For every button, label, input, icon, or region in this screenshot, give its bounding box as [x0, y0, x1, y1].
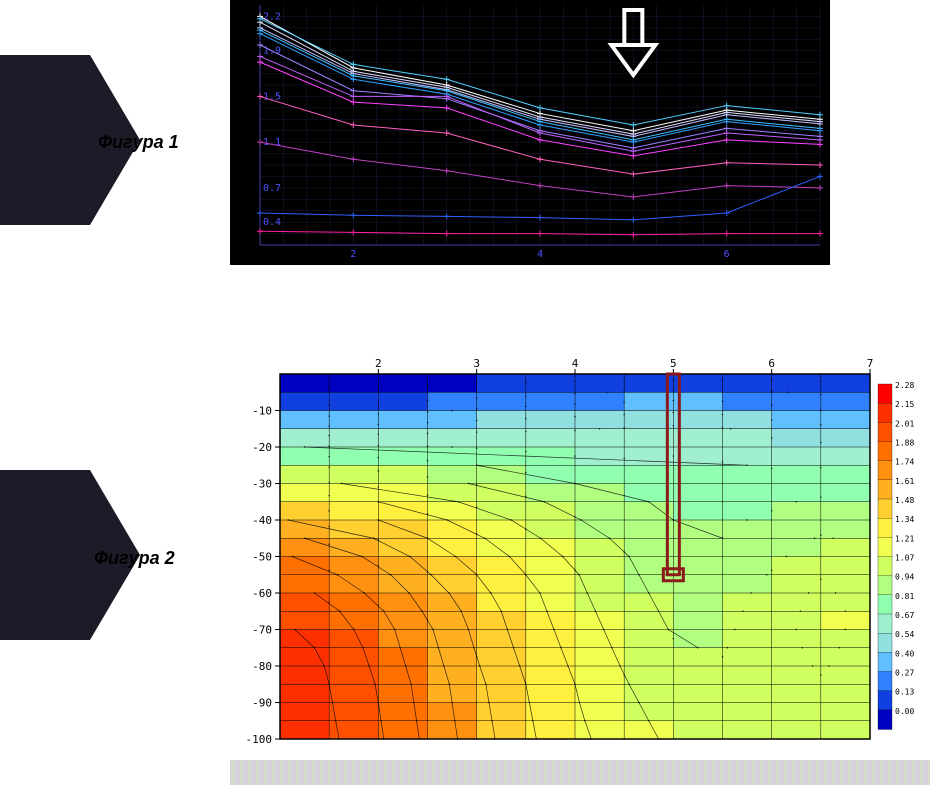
svg-text:-40: -40 [252, 514, 272, 527]
svg-text:2: 2 [375, 357, 382, 370]
svg-text:6: 6 [724, 249, 730, 260]
svg-text:-90: -90 [252, 697, 272, 710]
svg-text:5: 5 [670, 357, 677, 370]
svg-text:0.94: 0.94 [895, 573, 914, 582]
svg-text:1.1: 1.1 [263, 137, 281, 148]
svg-text:-100: -100 [246, 733, 273, 746]
svg-text:0.67: 0.67 [895, 611, 914, 620]
svg-text:0.27: 0.27 [895, 669, 914, 678]
noise-strip [230, 760, 930, 785]
svg-text:0.4: 0.4 [263, 217, 281, 228]
svg-text:2.15: 2.15 [895, 400, 914, 409]
svg-text:0.40: 0.40 [895, 649, 914, 658]
contour-heatmap: 2 3 4 5 6 7 -10 -20 -30 -40 -50 -60 -70 -80 -90 -100 2.2… [230, 354, 930, 749]
svg-text:4: 4 [572, 357, 579, 370]
contour-svg: 2 3 4 5 6 7 -10 -20 -30 -40 -50 -60 -70 -80 -90 -100 2.2… [230, 354, 930, 749]
svg-text:1.88: 1.88 [895, 439, 914, 448]
figure2-label: Фигура 2 [94, 548, 175, 569]
svg-text:0.7: 0.7 [263, 183, 281, 194]
svg-text:0.00: 0.00 [895, 707, 914, 716]
svg-text:-20: -20 [252, 441, 272, 454]
svg-text:1.21: 1.21 [895, 534, 914, 543]
figure1-label: Фигура 1 [98, 132, 179, 153]
svg-text:0.81: 0.81 [895, 592, 914, 601]
svg-text:7: 7 [867, 357, 874, 370]
pointer-shape-2 [0, 470, 90, 640]
svg-text:1.34: 1.34 [895, 515, 914, 524]
svg-text:-50: -50 [252, 551, 272, 564]
svg-text:1.48: 1.48 [895, 496, 914, 505]
line-chart-svg: 0.40.71.11.51.92.2246 [230, 0, 830, 265]
svg-text:3: 3 [473, 357, 480, 370]
svg-text:-80: -80 [252, 660, 272, 673]
svg-text:6: 6 [768, 357, 775, 370]
svg-text:2: 2 [350, 249, 356, 260]
line-chart: 0.40.71.11.51.92.2246 [230, 0, 830, 265]
svg-text:-70: -70 [252, 624, 272, 637]
svg-text:-60: -60 [252, 587, 272, 600]
svg-text:1.5: 1.5 [263, 91, 281, 102]
svg-text:2.01: 2.01 [895, 419, 914, 428]
svg-text:2.28: 2.28 [895, 381, 914, 390]
svg-text:1.61: 1.61 [895, 477, 914, 486]
svg-text:0.54: 0.54 [895, 630, 914, 639]
svg-text:1.74: 1.74 [895, 458, 914, 467]
svg-text:4: 4 [537, 249, 543, 260]
svg-text:2.2: 2.2 [263, 11, 281, 22]
pointer-shape-1 [0, 55, 90, 225]
svg-text:-30: -30 [252, 478, 272, 491]
svg-text:-10: -10 [252, 405, 272, 418]
svg-text:1.07: 1.07 [895, 554, 914, 563]
svg-text:0.13: 0.13 [895, 688, 914, 697]
